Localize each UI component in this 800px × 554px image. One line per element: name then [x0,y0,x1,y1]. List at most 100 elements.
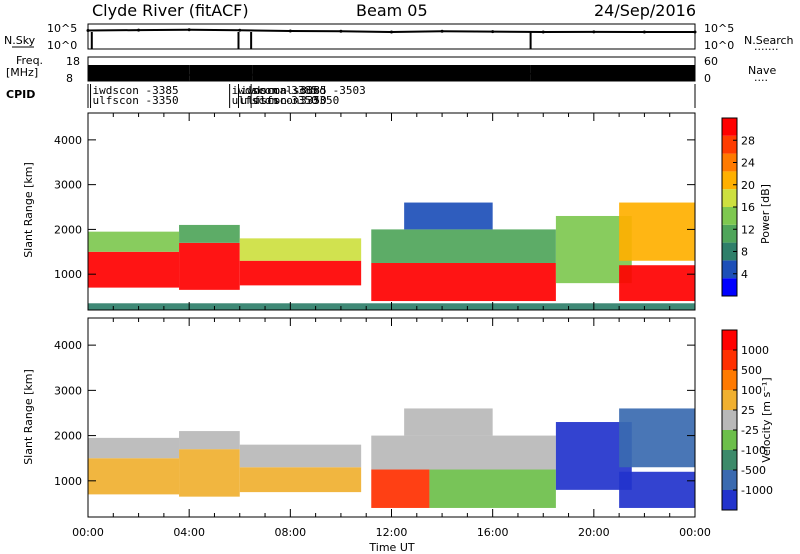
beam-title: Beam 05 [356,1,428,20]
nave-dots: ···· [754,74,768,87]
freq-label-line1: Freq. [16,54,43,67]
heatmap-cell [179,242,240,290]
colorbar-swatch [722,189,737,207]
ytick-label: 4000 [54,134,82,147]
colorbar-tick-label: 1000 [741,344,769,357]
colorbar-swatch [722,430,737,450]
nsky-point [86,29,90,33]
colorbar-swatch [722,330,737,350]
nsky-series [86,28,697,49]
colorbar-tick-label: 28 [741,134,755,147]
colorbar-swatch [722,207,737,225]
cpid-entry: iwdscon -3385 [93,84,179,97]
nsky-point [642,30,646,34]
ytick-label: 3000 [54,179,82,192]
nsky-point [137,28,141,32]
heatmap-cell [619,265,695,302]
xtick-label: 04:00 [173,526,205,539]
power-colorbar: 28 24 20 16 12 8 4 [721,117,755,297]
freq-label-line2: [MHz] [6,66,38,79]
cpid-entry: iwdscon -3385 [240,84,326,97]
noise-strip-frame [87,23,696,50]
velocity-colorbar: 1000 500 100 25 -25 -100 -500 -1000 [721,329,773,511]
heatmap-cell [404,408,493,436]
heatmap-cell [371,229,556,263]
heatmap-cell [88,437,180,459]
colorbar-swatch [722,390,737,410]
colorbar-swatch [722,370,737,390]
nsky-point [541,30,545,34]
heatmap-cell [179,449,240,497]
velocity-heatmap [88,408,695,508]
colorbar-swatch [722,490,737,510]
nsky-point [288,29,292,33]
cpid-entry: normalsound -3503 [253,84,366,97]
velocity-colorbar-label: Velocity [m s⁻¹] [760,377,773,462]
colorbar-tick-label: -1000 [741,484,773,497]
power-ylabel: Slant Range [km] [22,162,35,258]
heatmap-cell [619,408,695,468]
noise-tick-high-right: 10^5 [704,22,734,35]
noise-tick-high-left: 10^5 [47,22,77,35]
xtick-label: 08:00 [274,526,306,539]
heatmap-cell [371,469,430,508]
ytick-label: 4000 [54,339,82,352]
heatmap-cell [179,431,240,450]
freq-tick-high: 18 [66,55,80,68]
nave-bar [252,65,392,81]
colorbar-tick-label: -100 [741,444,766,457]
nsky-point [592,30,596,34]
power-panel: 1000 2000 3000 4000 Slant Range [km] [22,112,696,311]
colorbar-tick-label: 100 [741,384,762,397]
ytick-label: 1000 [54,475,82,488]
xtick-label: 12:00 [376,526,408,539]
cpid-label: CPID [6,88,35,101]
xlabel: Time UT [368,541,414,554]
colorbar-tick-label: 25 [741,404,755,417]
nsky-point [238,28,242,32]
colorbar-swatch [722,242,737,261]
colorbar-tick-label: -500 [741,464,766,477]
power-colorbar-label: Power [dB] [759,184,772,244]
ytick-label: 3000 [54,384,82,397]
colorbar-tick-label: -25 [741,424,759,437]
nsky-point [693,30,697,34]
colorbar-swatch [722,410,737,430]
nave-bar [88,65,190,81]
heatmap-cell [619,471,695,508]
nave-bar [530,65,695,81]
xtick-label: 16:00 [477,526,509,539]
heatmap-cell [239,444,362,468]
cpid-entry: iwdscon -3385 [232,84,318,97]
freq-strip: Freq. [MHz] 18 8 60 0 Nave ···· [6,54,776,87]
nsearch-label: N.Search [744,34,794,47]
heatmap-cell [239,260,362,286]
heatmap-cell [404,202,493,230]
xtick-label: 20:00 [578,526,610,539]
heatmap-cell [88,231,180,252]
colorbar-swatch [722,118,737,136]
time-axis-ticks: 00:00 04:00 08:00 12:00 16:00 20:00 00:00 [72,526,711,539]
cpid-entry: ulfscon -3350 [93,94,179,107]
xtick-label: 00:00 [679,526,711,539]
ytick-label: 2000 [54,223,82,236]
nave-tick-low: 0 [704,72,711,85]
noise-tick-low-right: 10^0 [704,39,734,52]
colorbar-swatch [722,278,737,296]
nave-bar [189,65,253,81]
xtick-label: 00:00 [72,526,104,539]
nsky-point [339,29,343,33]
ytick-label: 2000 [54,430,82,443]
station-title: Clyde River (fitACF) [92,1,249,20]
nave-bar [391,65,531,81]
colorbar-swatch [722,135,737,154]
colorbar-swatch [722,224,737,243]
nsky-point [491,30,495,34]
heatmap-cell [88,251,180,288]
colorbar-tick-label: 24 [741,157,755,170]
colorbar-swatch [722,450,737,470]
date-title: 24/Sep/2016 [594,1,696,20]
colorbar-frame [721,329,738,511]
heatmap-cell [88,458,180,495]
